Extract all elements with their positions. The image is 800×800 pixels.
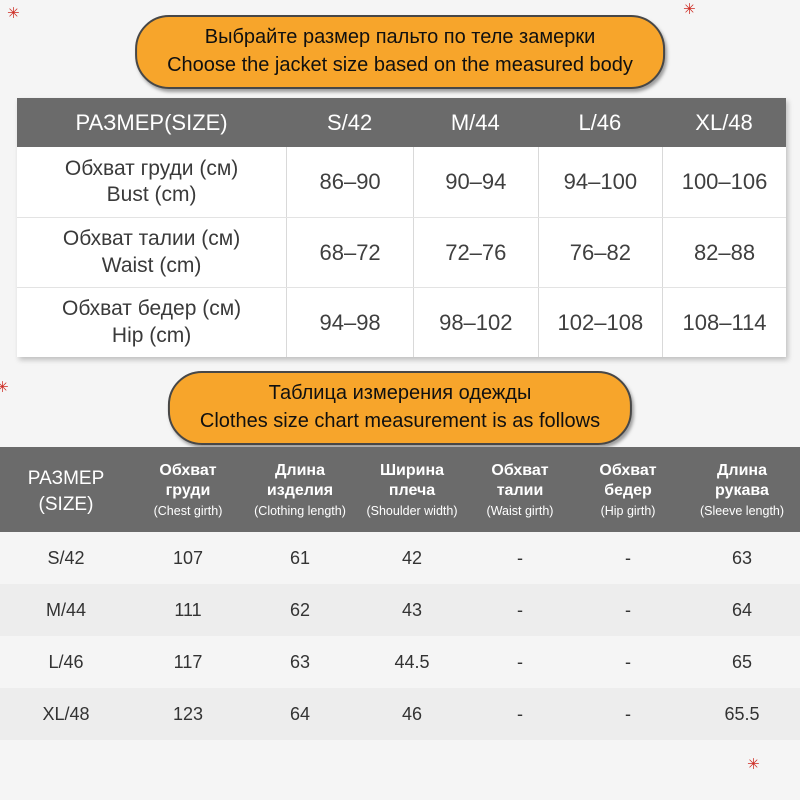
size-range-cell: 94–100 — [537, 147, 663, 217]
table-row-xl48: XL/48 123 64 46 - - 65.5 — [0, 688, 800, 740]
banner-line-ru: Таблица измерения одежды — [268, 382, 532, 404]
size-range-cell: 82–88 — [662, 218, 786, 287]
size-range-cell: 68–72 — [286, 218, 413, 287]
header-ru: Обхват груди — [159, 462, 217, 499]
value-cell: 61 — [289, 547, 311, 568]
header-ru: РАЗМЕР — [27, 468, 105, 489]
body-table-header-row: РАЗМЕР(SIZE) S/42 M/44 L/46 XL/48 — [17, 98, 786, 147]
banner-line-ru: Выбрайте размер пальто по теле замерки — [204, 26, 596, 48]
value-cell: 65 — [731, 651, 753, 672]
header-cell-l46: L/46 — [578, 109, 622, 135]
size-range-cell: 72–76 — [413, 218, 538, 287]
header-ru: Длина рукава — [715, 462, 769, 499]
row-label-ru: Обхват груди (см) — [64, 156, 239, 180]
table-row-m44: M/44 111 62 43 - - 64 — [0, 584, 800, 636]
size-range-cell: 86–90 — [286, 147, 413, 217]
size-range-cell: 100–106 — [662, 147, 786, 217]
value-cell: 62 — [289, 599, 311, 620]
value-cell: 64 — [289, 703, 311, 724]
value-cell: 123 — [172, 703, 204, 724]
header-cell-m44: M/44 — [450, 109, 500, 135]
value-cell: 117 — [173, 651, 203, 672]
header-cell-chest: Обхват груди (Chest girth) — [132, 447, 244, 532]
row-label-ru: Обхват талии (см) — [62, 227, 241, 251]
header-en: (Hip girth) — [600, 504, 656, 519]
table-row-bust: Обхват груди (см) Bust (cm) 86–90 90–94 … — [17, 147, 786, 217]
value-cell: - — [517, 547, 523, 568]
header-en: (Clothing length) — [254, 504, 346, 519]
garment-measurement-table: РАЗМЕР (SIZE) Обхват груди (Chest girth)… — [0, 447, 800, 740]
size-range-cell: 76–82 — [537, 218, 663, 287]
table-row-waist: Обхват талии (см) Waist (cm) 68–72 72–76… — [17, 217, 786, 287]
header-cell-size: РАЗМЕР (SIZE) — [0, 447, 132, 532]
row-label-hip: Обхват бедер (см) Hip (cm) — [17, 288, 286, 357]
body-measurement-table: РАЗМЕР(SIZE) S/42 M/44 L/46 XL/48 Обхват… — [17, 98, 786, 357]
banner-line-en: Choose the jacket size based on the meas… — [167, 53, 633, 76]
red-asterisk-mark: ✳ — [0, 379, 9, 396]
header-cell-s42: S/42 — [326, 109, 373, 135]
value-cell: 63 — [731, 547, 753, 568]
size-cell: L/46 — [48, 651, 84, 672]
value-cell: 43 — [401, 599, 423, 620]
value-cell: 63 — [289, 651, 311, 672]
row-label-en: Bust (cm) — [106, 183, 197, 206]
table-row-hip: Обхват бедер (см) Hip (cm) 94–98 98–102 … — [17, 287, 786, 357]
header-cell-xl48: XL/48 — [695, 109, 753, 135]
row-label-ru: Обхват бедер (см) — [62, 297, 242, 321]
garment-table-header-row: РАЗМЕР (SIZE) Обхват груди (Chest girth)… — [0, 447, 800, 532]
value-cell: - — [625, 599, 631, 620]
header-en: (SIZE) — [38, 493, 94, 515]
value-cell: 111 — [174, 599, 202, 620]
header-cell-sleeve: Длина рукава (Sleeve length) — [684, 447, 800, 532]
measured-body-banner: Выбрайте размер пальто по теле замерки C… — [135, 15, 665, 90]
clothes-chart-banner: Таблица измерения одежды Clothes size ch… — [167, 371, 633, 446]
size-range-cell: 108–114 — [662, 288, 786, 357]
red-asterisk-mark: ✳ — [747, 756, 760, 773]
header-en: (Chest girth) — [153, 504, 223, 519]
size-range-cell: 90–94 — [413, 147, 538, 217]
row-label-waist: Обхват талии (см) Waist (cm) — [17, 218, 286, 287]
row-label-en: Hip (cm) — [111, 323, 192, 347]
header-cell-length: Длина изделия (Clothing length) — [244, 447, 356, 532]
size-range-cell: 98–102 — [413, 288, 538, 357]
header-ru: Обхват талии — [491, 462, 549, 499]
size-range-cell: 102–108 — [537, 288, 663, 357]
header-ru: Длина изделия — [266, 462, 334, 499]
header-cell-waist: Обхват талии (Waist girth) — [468, 447, 572, 532]
value-cell: 64 — [731, 599, 753, 620]
row-label-bust: Обхват груди (см) Bust (cm) — [17, 147, 286, 217]
header-cell-size: РАЗМЕР(SIZE) — [75, 109, 228, 135]
red-asterisk-mark: ✳ — [683, 1, 696, 18]
value-cell: - — [625, 547, 631, 568]
header-en: (Waist girth) — [486, 504, 554, 519]
row-label-en: Waist (cm) — [101, 253, 202, 277]
value-cell: 107 — [172, 547, 204, 568]
header-cell-shoulder: Ширина плеча (Shoulder width) — [356, 447, 468, 532]
size-range-cell: 94–98 — [286, 288, 413, 357]
value-cell: 46 — [401, 703, 423, 724]
value-cell: - — [625, 703, 631, 724]
size-cell: M/44 — [45, 599, 87, 620]
header-cell-hip: Обхват бедер (Hip girth) — [572, 447, 684, 532]
value-cell: - — [517, 651, 523, 672]
value-cell: - — [517, 703, 523, 724]
size-cell: XL/48 — [42, 703, 90, 724]
body-table-body: Обхват груди (см) Bust (cm) 86–90 90–94 … — [17, 147, 786, 357]
red-asterisk-mark: ✳ — [7, 5, 20, 22]
size-cell: S/42 — [47, 547, 85, 568]
table-row-s42: S/42 107 61 42 - - 63 — [0, 532, 800, 584]
header-ru: Ширина плеча — [379, 462, 445, 499]
banner-line-en: Clothes size chart measurement is as fol… — [199, 409, 601, 432]
value-cell: - — [517, 599, 523, 620]
table-row-l46: L/46 117 63 44.5 - - 65 — [0, 636, 800, 688]
header-ru: Обхват бедер — [599, 462, 657, 499]
value-cell: 65.5 — [724, 703, 760, 724]
header-en: (Shoulder width) — [366, 504, 458, 519]
value-cell: - — [625, 651, 631, 672]
value-cell: 44.5 — [394, 651, 430, 672]
header-en: (Sleeve length) — [699, 504, 785, 519]
value-cell: 42 — [401, 547, 423, 568]
